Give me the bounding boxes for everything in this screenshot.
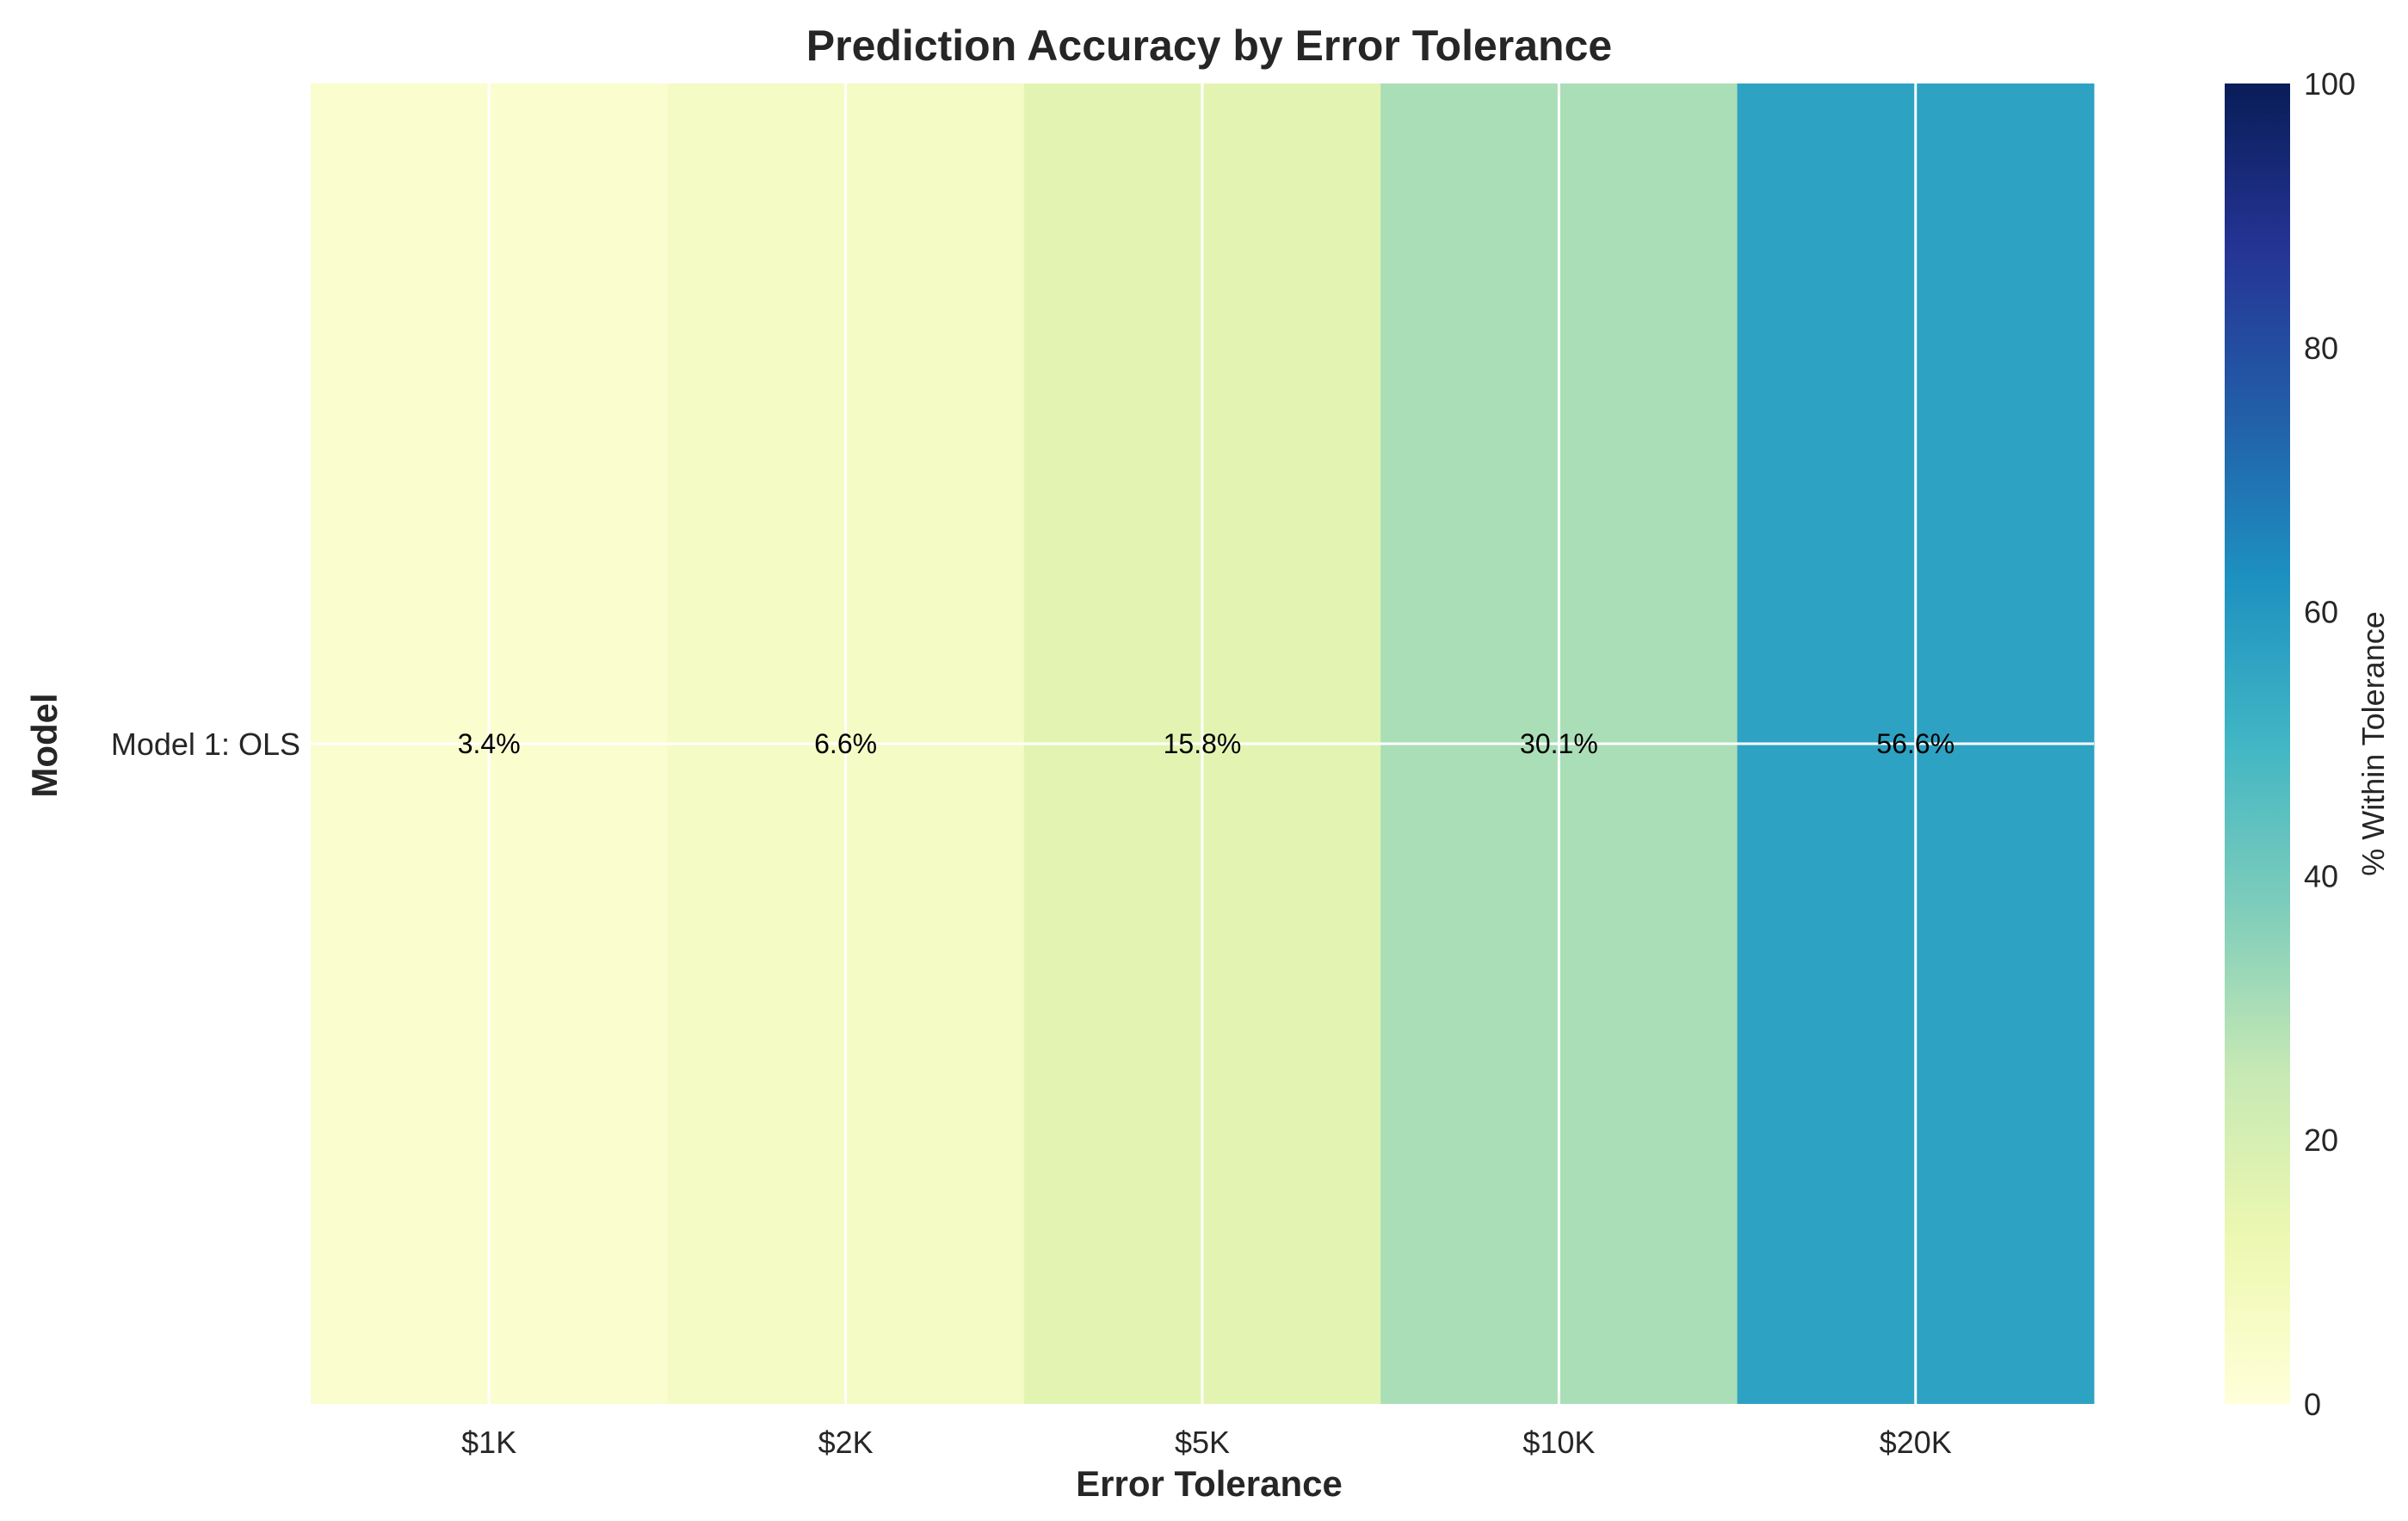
x-tick-label: $10K <box>1522 1425 1595 1460</box>
x-tick-label: $2K <box>818 1425 874 1460</box>
cell-value-label: 56.6% <box>1876 728 1954 759</box>
cell-value-label: 6.6% <box>814 728 877 759</box>
gridlines <box>311 83 2094 1404</box>
x-tick-label: $20K <box>1880 1425 1952 1460</box>
colorbar-tick-label: 80 <box>2304 331 2338 366</box>
colorbar-tick-labels: 0 20 40 60 80 100 <box>2304 66 2356 1422</box>
y-tick-label: Model 1: OLS <box>111 726 300 762</box>
chart-title: Prediction Accuracy by Error Tolerance <box>806 22 1612 70</box>
y-tick-labels: Model 1: OLS <box>111 726 300 762</box>
cell-value-label: 30.1% <box>1520 728 1598 759</box>
x-tick-label: $1K <box>461 1425 516 1460</box>
x-tick-label: $5K <box>1175 1425 1230 1460</box>
colorbar-tick-label: 0 <box>2304 1387 2321 1422</box>
x-tick-labels: $1K $2K $5K $10K $20K <box>461 1425 1952 1460</box>
colorbar-tick-label: 60 <box>2304 595 2338 630</box>
colorbar-tick-label: 40 <box>2304 858 2338 893</box>
colorbar-tick-label: 100 <box>2304 66 2356 102</box>
x-axis-label: Error Tolerance <box>1076 1463 1343 1504</box>
cell-labels: 3.4% 6.6% 15.8% 30.1% 56.6% <box>458 728 1954 759</box>
y-axis-label: Model <box>24 693 65 797</box>
cell-value-label: 15.8% <box>1164 728 1242 759</box>
colorbar-tick-label: 20 <box>2304 1122 2338 1158</box>
colorbar-label: % Within Tolerance <box>2356 611 2391 875</box>
colorbar <box>2225 83 2290 1404</box>
cell-value-label: 3.4% <box>458 728 521 759</box>
